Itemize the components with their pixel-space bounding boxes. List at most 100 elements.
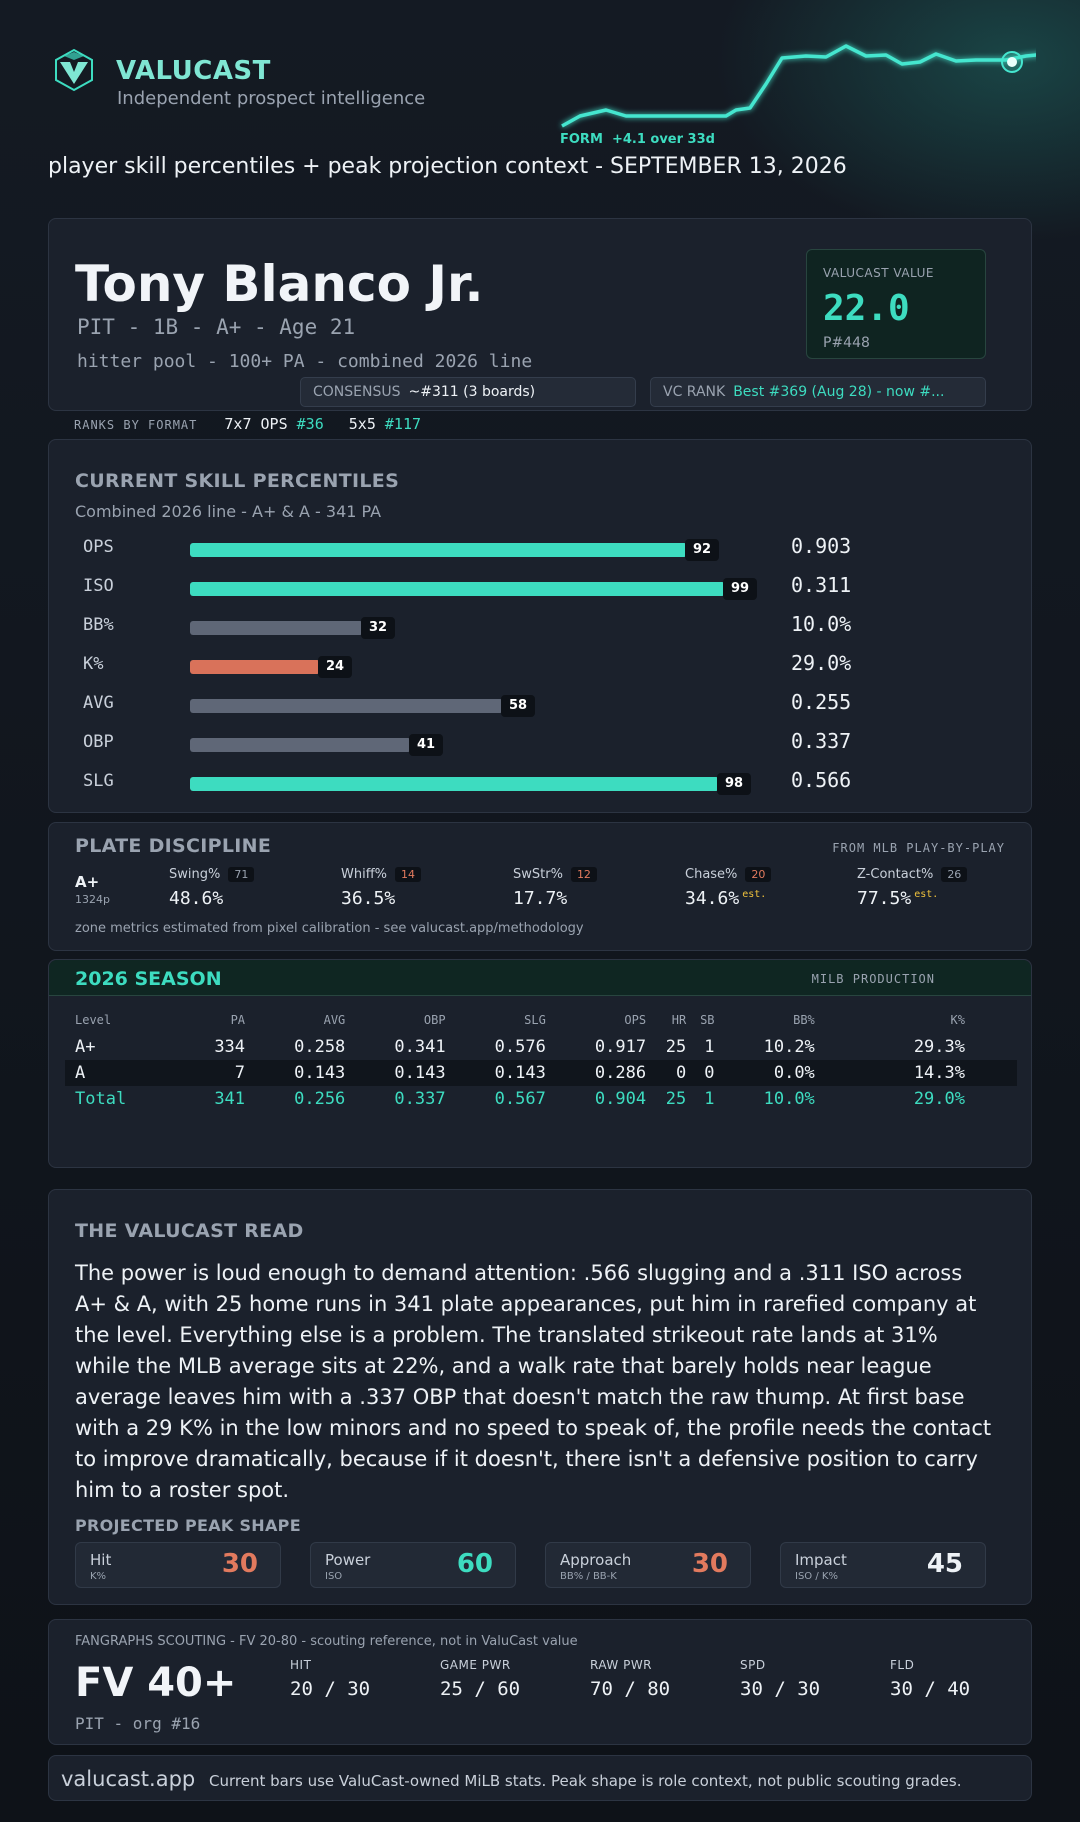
- format-name: 7x7 OPS: [224, 415, 288, 433]
- metric-value: 77.5%: [857, 888, 912, 909]
- percentile-row: BB% 32 10.0%: [49, 611, 1031, 641]
- percentile-badge: 92: [685, 539, 719, 561]
- metric-name-row: Whiff% 14: [341, 867, 511, 882]
- consensus-chip: CONSENSUS ~#311 (3 boards): [300, 377, 636, 407]
- table-cell: 0.341: [394, 1037, 446, 1057]
- table-cell: 341: [214, 1089, 246, 1109]
- percentile-value: 0.566: [791, 768, 852, 792]
- vc-rank-label: VC RANK: [663, 384, 726, 400]
- table-cell: 0.256: [294, 1089, 346, 1109]
- season-header: 2026 SEASON MILB PRODUCTION: [49, 960, 1031, 996]
- format-rank: #36: [296, 415, 324, 433]
- season-table-header: Level PA AVG OBP SLG OPS HR SB BB% K%: [65, 1012, 1017, 1034]
- column-header: PA: [230, 1013, 246, 1027]
- metric-name: Whiff%: [341, 867, 388, 882]
- percentile-badge: 41: [409, 734, 443, 756]
- percentile-track: 58: [190, 695, 750, 717]
- metric-name: Swing%: [169, 867, 221, 882]
- metric-percentile: 26: [941, 867, 968, 882]
- peak-sub: ISO: [325, 1571, 343, 1582]
- percentile-label: OPS: [83, 537, 114, 557]
- estimate-flag: est.: [914, 889, 939, 900]
- grade-value: 25 / 60: [440, 1678, 521, 1700]
- peak-name: Approach: [560, 1551, 632, 1569]
- discipline-source: FROM MLB PLAY-BY-PLAY: [832, 841, 1005, 855]
- percentile-row: K% 24 29.0%: [49, 650, 1031, 680]
- table-cell: 10.0%: [763, 1089, 815, 1109]
- percentile-label: K%: [83, 654, 104, 674]
- grade-name: RAW PWR: [590, 1658, 653, 1672]
- column-header: OBP: [423, 1013, 446, 1027]
- percentiles-title: CURRENT SKILL PERCENTILES: [75, 470, 400, 492]
- table-cell: 0.143: [345, 1060, 446, 1086]
- metric-percentile: 71: [228, 867, 255, 882]
- discipline-metric: Whiff% 14 36.5%: [341, 867, 511, 909]
- ranks-by-format: RANKS BY FORMAT 7x7 OPS #36 5x5 #117: [74, 415, 437, 433]
- table-cell: 10.2%: [763, 1037, 815, 1057]
- table-cell: A+: [75, 1037, 96, 1057]
- table-cell: Total: [75, 1089, 127, 1109]
- table-cell: 25: [665, 1037, 687, 1057]
- brand-tagline: Independent prospect intelligence: [117, 88, 426, 109]
- discipline-title: PLATE DISCIPLINE: [75, 835, 272, 857]
- percentile-bar: [190, 777, 719, 791]
- table-cell: 0.904: [594, 1089, 647, 1109]
- column-header: Level: [75, 1013, 112, 1027]
- table-cell: 0.143: [445, 1060, 546, 1086]
- percentile-badge: 99: [723, 578, 757, 600]
- percentile-value: 29.0%: [791, 651, 852, 675]
- discipline-metric: SwStr% 12 17.7%: [513, 867, 683, 909]
- metric-name-row: SwStr% 12: [513, 867, 683, 882]
- percentile-bar: [190, 660, 320, 674]
- metric-name-row: Z-Contact% 26: [857, 867, 1027, 882]
- percentile-label: AVG: [83, 693, 114, 713]
- column-header: OPS: [624, 1013, 647, 1027]
- table-cell: 334: [214, 1037, 246, 1057]
- percentile-bar: [190, 621, 363, 635]
- footer-url[interactable]: valucast.app: [61, 1767, 196, 1791]
- discipline-metric: Chase% 20 34.6% est.: [685, 867, 855, 909]
- peak-card: Approach BB% / BB-K 30: [545, 1542, 751, 1588]
- peak-card: Hit K% 30: [75, 1542, 281, 1588]
- fangraphs-header: FANGRAPHS SCOUTING - FV 20-80 - scouting…: [75, 1634, 578, 1649]
- column-header: AVG: [323, 1013, 346, 1027]
- percentile-track: 41: [190, 734, 750, 756]
- player-pool: hitter pool - 100+ PA - combined 2026 li…: [77, 351, 533, 372]
- table-cell: 0: [686, 1060, 715, 1086]
- peak-sub: BB% / BB-K: [560, 1571, 617, 1582]
- metric-value-row: 36.5%: [341, 888, 511, 909]
- percentile-track: 24: [190, 656, 750, 678]
- metric-value: 48.6%: [169, 888, 224, 909]
- metric-value-row: 48.6%: [169, 888, 339, 909]
- table-cell: 0.286: [545, 1060, 647, 1086]
- metric-value: 34.6%: [685, 888, 740, 909]
- scouting-grade: FLD 30 / 40: [890, 1658, 970, 1700]
- grade-name: HIT: [290, 1658, 312, 1672]
- percentile-bar: [190, 699, 503, 713]
- discipline-note: zone metrics estimated from pixel calibr…: [75, 921, 584, 936]
- form-sparkline: [561, 44, 1036, 128]
- percentile-badge: 32: [361, 617, 395, 639]
- player-meta: PIT - 1B - A+ - Age 21: [77, 315, 356, 339]
- estimate-flag: est.: [742, 889, 767, 900]
- table-cell: 29.3%: [913, 1037, 965, 1057]
- season-title: 2026 SEASON: [75, 968, 222, 990]
- column-header: SB: [700, 1013, 715, 1027]
- season-card: 2026 SEASON MILB PRODUCTION Level PA AVG OB…: [48, 959, 1032, 1168]
- player-card: Tony Blanco Jr. PIT - 1B - A+ - Age 21 h…: [48, 218, 1032, 411]
- percentile-value: 0.903: [791, 534, 852, 558]
- table-cell: 25: [665, 1089, 687, 1109]
- column-header: K%: [950, 1013, 965, 1027]
- percentile-label: OBP: [83, 732, 114, 752]
- peak-name: Power: [325, 1551, 371, 1569]
- vc-rank-chip: VC RANK Best #369 (Aug 28) - now #...: [650, 377, 986, 407]
- percentile-row: AVG 58 0.255: [49, 689, 1031, 719]
- fangraphs-card: FANGRAPHS SCOUTING - FV 20-80 - scouting…: [48, 1619, 1032, 1745]
- metric-percentile: 14: [395, 867, 422, 882]
- percentile-track: 32: [190, 617, 750, 639]
- form-delta-label: FORM +4.1 over 33d: [560, 132, 715, 147]
- metric-name-row: Swing% 71: [169, 867, 339, 882]
- peak-value: 60: [456, 1549, 493, 1579]
- peak-value: 30: [221, 1549, 258, 1579]
- formats-label: RANKS BY FORMAT: [74, 418, 198, 432]
